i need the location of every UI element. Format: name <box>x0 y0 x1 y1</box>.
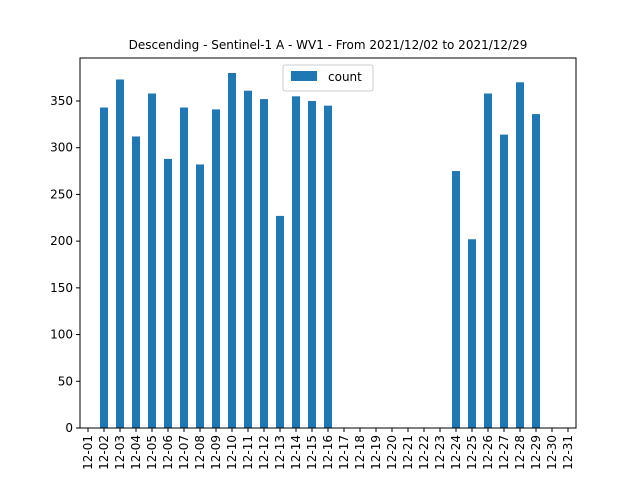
x-tick-label: 12-29 <box>529 435 543 470</box>
x-tick-label: 12-25 <box>465 435 479 470</box>
bar-12-08 <box>196 164 204 429</box>
bar-12-27 <box>500 134 508 429</box>
bar-12-07 <box>180 107 188 428</box>
bar-12-02 <box>100 107 108 428</box>
y-axis: 0 50 100 150 200 250 300 350 <box>50 94 80 435</box>
bars-group <box>100 72 540 429</box>
bar-12-09 <box>212 109 220 428</box>
bar-12-06 <box>164 158 172 428</box>
x-tick-label: 12-09 <box>209 435 223 470</box>
bar-12-10 <box>228 72 236 428</box>
bar-12-11 <box>244 90 252 428</box>
bar-12-26 <box>484 93 492 428</box>
bar-12-15 <box>308 100 316 428</box>
x-tick-label: 12-24 <box>449 435 463 470</box>
bar-12-05 <box>148 93 156 428</box>
bar-12-24 <box>452 171 460 429</box>
plot-frame <box>79 57 577 429</box>
x-axis: 12-01 12-02 12-03 12-04 12-05 12-06 12-07 12-08… <box>81 428 575 470</box>
x-tick-label: 12-30 <box>545 435 559 470</box>
y-tick-label: 50 <box>58 374 73 388</box>
x-tick-label: 12-31 <box>561 435 575 470</box>
y-tick-label: 200 <box>50 234 73 248</box>
x-tick-label: 12-11 <box>241 435 255 470</box>
x-tick-label: 12-04 <box>129 435 143 470</box>
y-tick-label: 150 <box>50 281 73 295</box>
x-tick-label: 12-26 <box>481 435 495 470</box>
y-tick-label: 300 <box>50 141 73 155</box>
x-tick-label: 12-14 <box>289 435 303 470</box>
bar-12-12 <box>260 99 268 428</box>
x-tick-label: 12-27 <box>497 435 511 470</box>
y-tick-label: 350 <box>50 94 73 108</box>
x-tick-label: 12-17 <box>337 435 351 470</box>
legend-label: count <box>328 70 362 84</box>
y-tick-label: 100 <box>50 328 73 342</box>
x-tick-label: 12-07 <box>177 435 191 470</box>
x-tick-label: 12-22 <box>417 435 431 470</box>
x-tick-label: 12-12 <box>257 435 271 470</box>
bar-12-29 <box>532 114 540 428</box>
x-tick-label: 12-21 <box>401 435 415 470</box>
bar-12-28 <box>516 82 524 428</box>
bar-12-16 <box>324 105 332 428</box>
bar-12-03 <box>116 79 124 428</box>
x-tick-label: 12-23 <box>433 435 447 470</box>
x-tick-label: 12-01 <box>81 435 95 470</box>
y-tick-label: 0 <box>65 421 73 435</box>
legend-swatch <box>291 71 317 81</box>
x-tick-label: 12-05 <box>145 435 159 470</box>
bar-12-13 <box>276 215 284 428</box>
x-tick-label: 12-28 <box>513 435 527 470</box>
x-tick-label: 12-03 <box>113 435 127 470</box>
x-tick-label: 12-02 <box>97 435 111 470</box>
x-tick-label: 12-08 <box>193 435 207 470</box>
x-tick-label: 12-19 <box>369 435 383 470</box>
x-tick-label: 12-15 <box>305 435 319 470</box>
x-tick-label: 12-16 <box>321 435 335 470</box>
legend: count <box>282 64 374 92</box>
x-tick-label: 12-13 <box>273 435 287 470</box>
chart-title: Descending - Sentinel-1 A - WV1 - From 2… <box>129 38 528 52</box>
bar-12-04 <box>132 136 140 428</box>
x-tick-label: 12-06 <box>161 435 175 470</box>
x-tick-label: 12-10 <box>225 435 239 470</box>
bar-12-14 <box>292 96 300 429</box>
bar-12-25 <box>468 239 476 428</box>
y-tick-label: 250 <box>50 187 73 201</box>
x-tick-label: 12-18 <box>353 435 367 470</box>
x-tick-label: 12-20 <box>385 435 399 470</box>
